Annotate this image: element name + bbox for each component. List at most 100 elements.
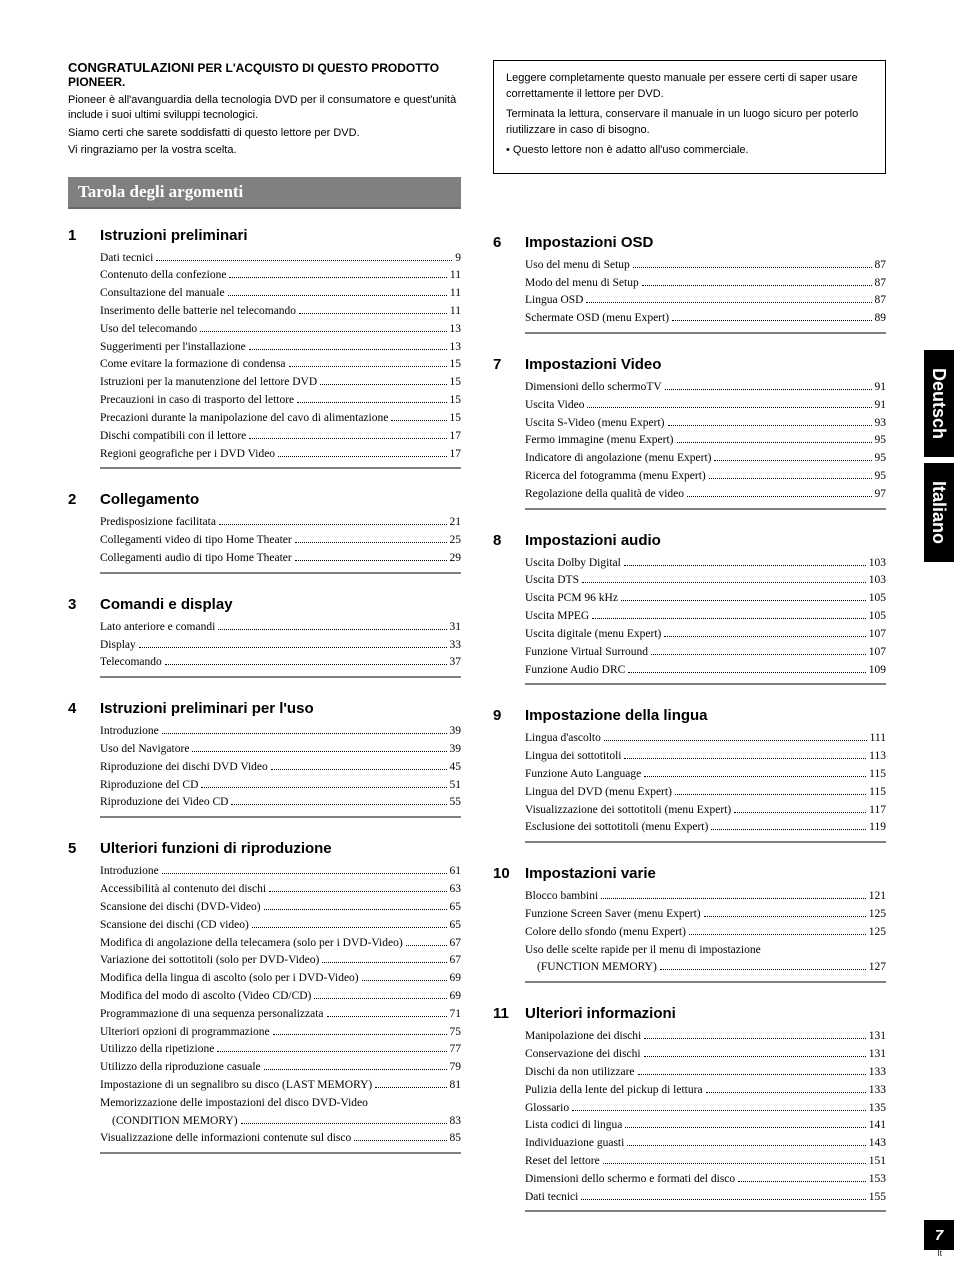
entry-page: 69 <box>450 988 462 1006</box>
leader-dots <box>327 1016 447 1017</box>
toc-entry: Uso del Navigatore39 <box>100 741 461 759</box>
section-number: 3 <box>68 596 86 613</box>
section-entries: Lingua d'ascolto111Lingua dei sottotitol… <box>525 730 886 843</box>
leader-dots <box>665 389 872 390</box>
section-number: 9 <box>493 707 511 724</box>
leader-dots <box>601 898 866 899</box>
entry-label: Lingua del DVD (menu Expert) <box>525 784 672 802</box>
entry-page: 11 <box>450 303 461 321</box>
info-box: Leggere completamente questo manuale per… <box>493 60 886 174</box>
entry-label: Uso del Navigatore <box>100 741 189 759</box>
leader-dots <box>252 927 447 928</box>
entry-label: Regioni geografiche per i DVD Video <box>100 446 275 464</box>
leader-dots <box>581 1199 865 1200</box>
leader-dots <box>264 909 447 910</box>
entry-label: Uscita Dolby Digital <box>525 555 621 573</box>
toc-entry: Uscita PCM 96 kHz105 <box>525 590 886 608</box>
toc-entry: Collegamenti audio di tipo Home Theater2… <box>100 550 461 568</box>
leader-dots <box>231 804 446 805</box>
section-heading: 6Impostazioni OSD <box>493 234 886 251</box>
section-title: Impostazioni varie <box>525 865 656 882</box>
toc-entry: Lingua OSD87 <box>525 292 886 310</box>
entry-label: Conservazione dei dischi <box>525 1046 641 1064</box>
entry-label: (FUNCTION MEMORY) <box>537 959 657 977</box>
toc-entry: Introduzione39 <box>100 723 461 741</box>
leader-dots <box>668 425 872 426</box>
toc-entry: Dati tecnici 155 <box>525 1189 886 1207</box>
entry-page: 81 <box>450 1077 462 1095</box>
leader-dots <box>406 945 447 946</box>
page-number-box: 7 <box>924 1220 954 1250</box>
toc-entry: Utilizzo della riproduzione casuale79 <box>100 1059 461 1077</box>
toc-section: 7Impostazioni VideoDimensioni dello sche… <box>493 356 886 510</box>
section-entries: Uscita Dolby Digital103Uscita DTS103Usci… <box>525 555 886 686</box>
toc-entry: Inserimento delle batterie nel telecoman… <box>100 303 461 321</box>
entry-label: Indicatore di angolazione (menu Expert) <box>525 450 711 468</box>
entry-label: Introduzione <box>100 863 159 881</box>
section-title: Impostazioni Video <box>525 356 661 373</box>
leader-dots <box>264 1069 447 1070</box>
entry-page: 115 <box>869 766 886 784</box>
entry-page: 141 <box>869 1117 886 1135</box>
toc-entry: Dischi compatibili con il lettore17 <box>100 428 461 446</box>
section-entries: Dati tecnici9Contenuto della confezione1… <box>100 250 461 470</box>
entry-page: 85 <box>450 1130 462 1148</box>
toc-entry: Visualizzazione delle informazioni conte… <box>100 1130 461 1148</box>
entry-label: Dati tecnici <box>525 1189 578 1207</box>
section-title: Impostazione della lingua <box>525 707 708 724</box>
entry-label: Individuazione guasti <box>525 1135 624 1153</box>
leader-dots <box>314 998 446 999</box>
entry-label: Programmazione di una sequenza personali… <box>100 1006 324 1024</box>
entry-label: Scansione dei dischi (CD video) <box>100 917 249 935</box>
toc-entry: Modifica del modo di ascolto (Video CD/C… <box>100 988 461 1006</box>
entry-page: 155 <box>869 1189 886 1207</box>
entry-page: 69 <box>450 970 462 988</box>
toc-entry: Consultazione del manuale11 <box>100 285 461 303</box>
intro-p1: Pioneer è all'avanguardia della tecnolog… <box>68 93 461 124</box>
entry-page: 51 <box>450 777 462 795</box>
leader-dots <box>711 829 866 830</box>
leader-dots <box>362 980 447 981</box>
leader-dots <box>587 407 871 408</box>
leader-dots <box>219 524 447 525</box>
left-column: CONGRATULAZIONI PER L'ACQUISTO DI QUESTO… <box>68 60 461 1234</box>
section-number: 6 <box>493 234 511 251</box>
document-page: CONGRATULAZIONI PER L'ACQUISTO DI QUESTO… <box>0 0 954 1274</box>
toc-entry: Manipolazione dei dischi131 <box>525 1028 886 1046</box>
leader-dots <box>271 769 447 770</box>
entry-label: Utilizzo della ripetizione <box>100 1041 214 1059</box>
leader-dots <box>375 1087 446 1088</box>
toc-section: 10Impostazioni varieBlocco bambini121Fun… <box>493 865 886 983</box>
entry-label: Dischi compatibili con il lettore <box>100 428 246 446</box>
leader-dots <box>734 812 866 813</box>
toc-entry: Programmazione di una sequenza personali… <box>100 1006 461 1024</box>
leader-dots <box>200 331 446 332</box>
intro-paragraphs: Pioneer è all'avanguardia della tecnolog… <box>68 93 461 159</box>
toc-entry: Funzione Audio DRC109 <box>525 662 886 680</box>
toc-entry: Ricerca del fotogramma (menu Expert)95 <box>525 468 886 486</box>
entry-label: Ulteriori opzioni di programmazione <box>100 1024 270 1042</box>
leader-dots <box>592 618 866 619</box>
leader-dots <box>273 1034 447 1035</box>
section-number: 2 <box>68 491 86 508</box>
entry-label: Display <box>100 637 136 655</box>
entry-label: Ricerca del fotogramma (menu Expert) <box>525 468 706 486</box>
leader-dots <box>391 420 446 421</box>
leader-dots <box>621 600 866 601</box>
entry-page: 21 <box>450 514 462 532</box>
entry-page: 131 <box>869 1028 886 1046</box>
section-number: 11 <box>493 1005 511 1022</box>
entry-label: Introduzione <box>100 723 159 741</box>
side-language-tabs: Deutsch Italiano <box>924 350 954 568</box>
toc-entry: Lingua del DVD (menu Expert)115 <box>525 784 886 802</box>
entry-page: 77 <box>450 1041 462 1059</box>
toc-entry: Introduzione 61 <box>100 863 461 881</box>
leader-dots <box>278 456 446 457</box>
entry-page: 61 <box>450 863 462 881</box>
toc-entry: Uso del menu di Setup87 <box>525 257 886 275</box>
section-entries: Dimensioni dello schermoTV91Uscita Video… <box>525 379 886 510</box>
leader-dots <box>241 1123 447 1124</box>
entry-label: Scansione dei dischi (DVD-Video) <box>100 899 261 917</box>
toc-entry: Glossario135 <box>525 1100 886 1118</box>
toc-entry: Dischi da non utilizzare133 <box>525 1064 886 1082</box>
